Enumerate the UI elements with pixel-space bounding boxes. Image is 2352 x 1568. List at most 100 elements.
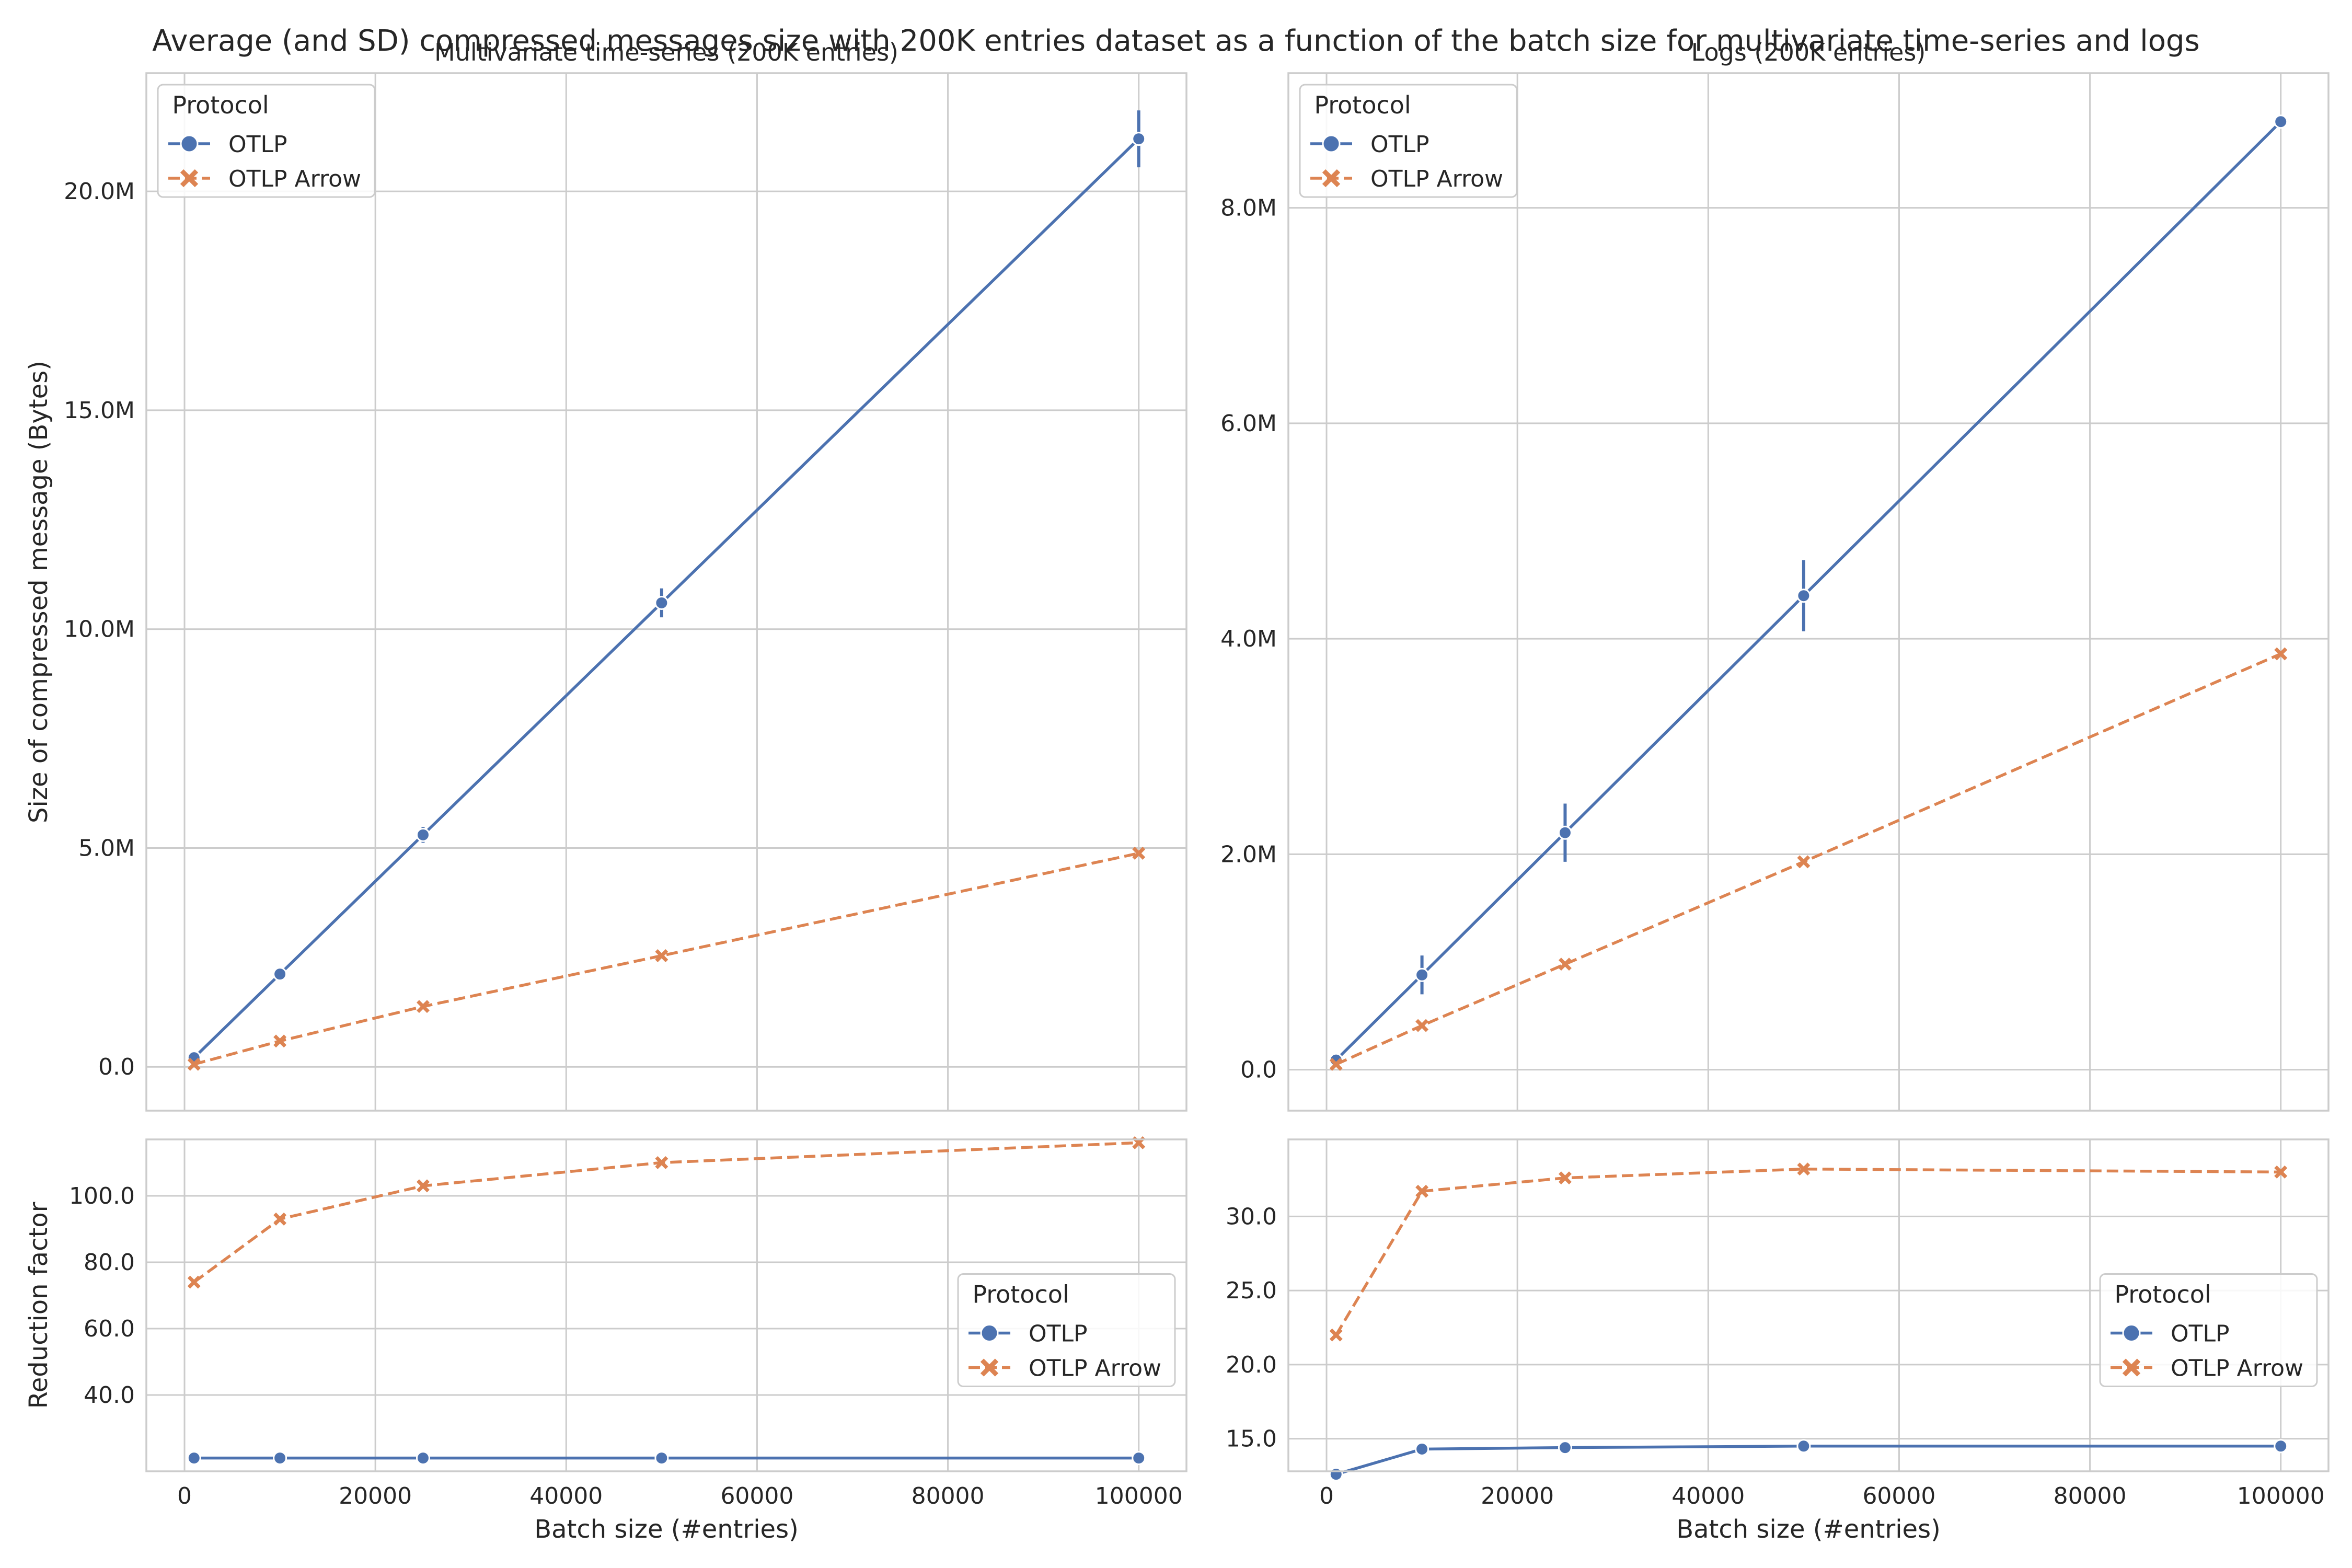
plot-frame <box>145 72 1187 1112</box>
legend-marker <box>2122 1358 2141 1377</box>
legend-box <box>2099 1273 2318 1387</box>
x-tick-label: 40000 <box>1671 1483 1745 1509</box>
legend-title: Protocol <box>172 91 269 119</box>
series-line-otlp-arrow <box>193 1141 1139 1284</box>
x-axis-label: Batch size (#entries) <box>1676 1515 1941 1544</box>
data-point <box>2274 114 2288 129</box>
y-tick-label: 5.0M <box>78 835 135 861</box>
data-point <box>655 949 668 962</box>
data-point <box>1558 1440 1572 1455</box>
x-tick-label: 100000 <box>2237 1483 2325 1509</box>
data-point <box>273 967 287 982</box>
data-point <box>1415 967 1429 982</box>
panel-ts-size: 0.0 5.0M 10.0M 15.0M 20.0M Multivariate time-… <box>24 38 1187 1112</box>
data-point <box>1558 1171 1572 1185</box>
data-point <box>1796 1439 1811 1454</box>
y-tick-label: 10.0M <box>64 616 135 643</box>
figure-suptitle: Average (and SD) compressed messages siz… <box>152 24 2199 58</box>
plot-frame <box>1287 1138 2330 1472</box>
legend-box <box>157 84 376 198</box>
x-axis-label: Batch size (#entries) <box>534 1515 799 1544</box>
y-tick-label: 80.0 <box>84 1249 135 1276</box>
data-point <box>1329 1328 1343 1342</box>
data-point <box>416 1000 430 1013</box>
data-point <box>273 1451 287 1466</box>
legend-label: OTLP Arrow <box>2171 1355 2303 1382</box>
legend-label: OTLP Arrow <box>228 166 361 192</box>
y-tick-label: 25.0 <box>1226 1277 1277 1304</box>
panel-ts-reduction: 40.0 60.0 80.0 100.0 0 20000 40000 60000 80000 10… <box>24 1136 1187 1544</box>
x-tick-label: 0 <box>177 1483 192 1509</box>
data-point <box>1329 1467 1343 1482</box>
x-tick-label: 20000 <box>1481 1483 1554 1509</box>
y-axis-label: Reduction factor <box>24 1202 53 1409</box>
data-point <box>654 595 669 610</box>
panel-logs-size: 0.0 2.0M 4.0M 6.0M 8.0M Logs (200K entries) Pr… <box>1220 38 2330 1112</box>
x-tick-label: 100000 <box>1095 1483 1183 1509</box>
data-point <box>1132 1451 1146 1466</box>
y-tick-label: 0.0 <box>98 1054 135 1080</box>
data-point <box>1415 1019 1429 1032</box>
legend-box <box>1299 84 1518 198</box>
y-tick-label: 20.0 <box>1226 1352 1277 1378</box>
y-tick-label: 15.0 <box>1226 1426 1277 1452</box>
data-point <box>187 1451 201 1466</box>
x-tick-label: 20000 <box>339 1483 412 1509</box>
data-point <box>1796 589 1811 603</box>
data-point <box>2274 1439 2288 1454</box>
y-tick-label: 2.0M <box>1220 841 1277 868</box>
panel-title: Multivariate time-series (200K entries) <box>434 38 898 66</box>
y-tick-label: 60.0 <box>84 1316 135 1342</box>
legend-marker <box>980 1324 999 1342</box>
panel-logs-reduction: 15.0 20.0 25.0 30.0 0 20000 40000 60000 80000 100… <box>1226 1138 2330 1544</box>
data-point <box>416 1179 430 1193</box>
y-tick-label: 20.0M <box>64 178 135 205</box>
data-point <box>2274 1165 2288 1179</box>
y-tick-label: 100.0 <box>69 1183 135 1209</box>
data-point <box>273 1212 287 1226</box>
data-point <box>416 827 430 842</box>
data-point <box>1415 1184 1429 1198</box>
data-point <box>1329 1057 1343 1071</box>
legend-title: Protocol <box>972 1281 1069 1309</box>
y-tick-label: 15.0M <box>64 397 135 424</box>
y-tick-label: 4.0M <box>1220 626 1277 652</box>
data-point <box>1132 132 1146 146</box>
legend-marker <box>180 134 199 153</box>
legend-label: OTLP <box>2171 1321 2230 1347</box>
x-tick-label: 60000 <box>720 1483 793 1509</box>
data-point <box>273 1034 287 1048</box>
legend: Protocol OTLP OTLP Arrow <box>2099 1273 2318 1387</box>
legend-box <box>957 1273 1176 1387</box>
data-point <box>416 1451 430 1466</box>
data-point <box>654 1451 669 1466</box>
data-point <box>187 1275 201 1289</box>
y-tick-label: 8.0M <box>1220 195 1277 222</box>
data-point <box>187 1057 201 1071</box>
legend-title: Protocol <box>2114 1281 2211 1309</box>
legend-marker <box>1322 169 1341 188</box>
x-tick-label: 80000 <box>912 1483 985 1509</box>
legend-label: OTLP Arrow <box>1029 1355 1161 1382</box>
legend-label: OTLP <box>228 131 287 158</box>
plot-frame <box>145 1138 1187 1472</box>
y-tick-label: 6.0M <box>1220 410 1277 437</box>
legend-marker <box>2122 1324 2141 1342</box>
data-point <box>1797 1162 1811 1176</box>
legend-marker <box>1322 134 1341 153</box>
data-point <box>1415 1442 1429 1456</box>
x-tick-label: 60000 <box>1862 1483 1935 1509</box>
panel-title: Logs (200K entries) <box>1691 38 1926 66</box>
data-point <box>2274 647 2288 661</box>
legend-label: OTLP Arrow <box>1370 166 1503 192</box>
legend-title: Protocol <box>1314 91 1411 119</box>
y-tick-label: 0.0 <box>1240 1057 1277 1083</box>
legend-marker <box>180 169 199 188</box>
legend-label: OTLP <box>1029 1321 1088 1347</box>
legend-marker <box>980 1358 999 1377</box>
y-axis-label: Size of compressed message (Bytes) <box>24 361 53 823</box>
legend: Protocol OTLP OTLP Arrow <box>157 84 376 198</box>
legend: Protocol OTLP OTLP Arrow <box>957 1273 1176 1387</box>
legend-label: OTLP <box>1370 131 1429 158</box>
